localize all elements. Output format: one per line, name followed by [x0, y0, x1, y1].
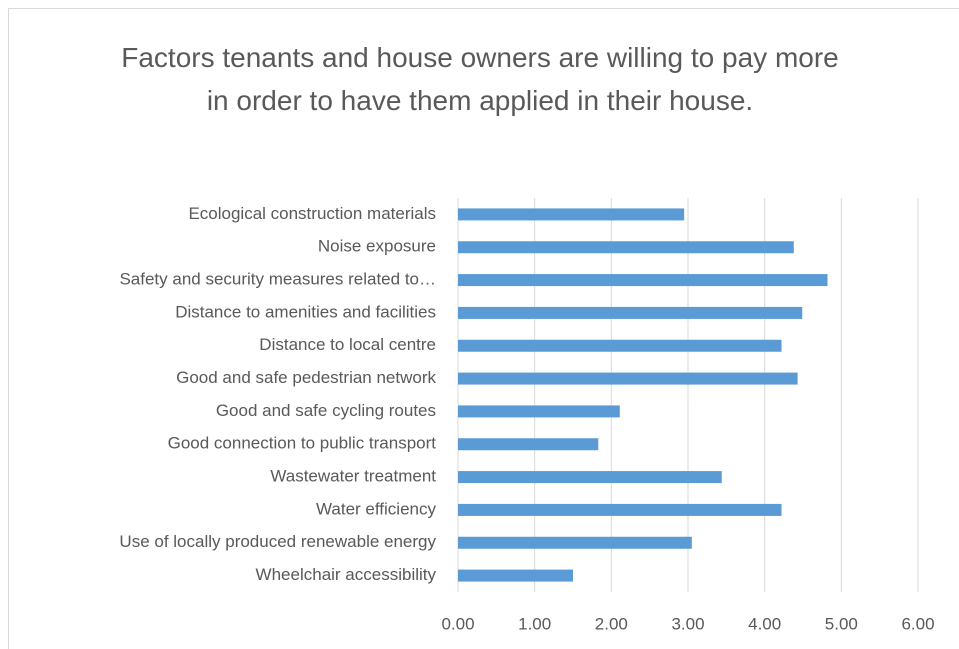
y-tick-label: Wheelchair accessibility	[256, 565, 437, 584]
bar	[458, 372, 798, 385]
y-tick-label: Ecological construction materials	[188, 204, 436, 223]
bar	[458, 438, 599, 451]
bar	[458, 241, 794, 254]
chart-title: Factors tenants and house owners are wil…	[121, 42, 839, 116]
y-tick-label: Good connection to public transport	[168, 434, 437, 453]
chart-border	[8, 8, 959, 649]
y-tick-label: Good and safe cycling routes	[216, 401, 436, 420]
bar	[458, 306, 803, 319]
x-tick-label: 4.00	[748, 614, 781, 633]
x-tick-label: 6.00	[901, 614, 934, 633]
x-tick-label: 2.00	[595, 614, 628, 633]
y-tick-label: Wastewater treatment	[270, 467, 436, 486]
y-tick-label: Use of locally produced renewable energy	[119, 532, 436, 551]
bar	[458, 503, 782, 516]
y-tick-label: Safety and security measures related to…	[119, 270, 436, 289]
bar	[458, 569, 573, 582]
y-tick-label: Noise exposure	[318, 237, 436, 256]
x-tick-label: 5.00	[825, 614, 858, 633]
y-tick-label: Distance to local centre	[259, 335, 436, 354]
bar	[458, 274, 828, 287]
bar	[458, 405, 620, 418]
bar	[458, 208, 685, 221]
y-tick-label: Water efficiency	[316, 499, 436, 518]
x-tick-label: 1.00	[518, 614, 551, 633]
x-tick-label: 0.00	[441, 614, 474, 633]
x-tick-label: 3.00	[671, 614, 704, 633]
bar	[458, 471, 722, 484]
bar	[458, 339, 782, 352]
bar	[458, 536, 692, 549]
y-tick-label: Good and safe pedestrian network	[176, 368, 436, 387]
y-tick-label: Distance to amenities and facilities	[175, 302, 436, 321]
